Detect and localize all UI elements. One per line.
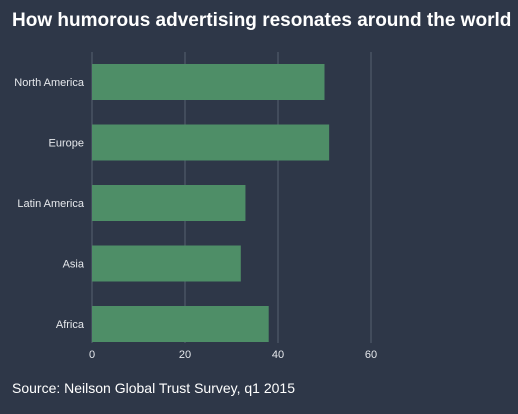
category-labels: North America Europe Latin America Asia Afri… <box>14 77 85 331</box>
x-tick-label: 20 <box>179 349 191 361</box>
category-label: Latin America <box>17 198 85 210</box>
bar-latin-america <box>92 185 246 221</box>
category-label: Africa <box>56 319 85 331</box>
bar-north-america <box>92 64 325 100</box>
x-tick-label: 40 <box>272 349 284 361</box>
category-label: Asia <box>63 259 85 271</box>
x-tick-label: 60 <box>365 349 377 361</box>
bar-asia <box>92 245 241 282</box>
bar-africa <box>92 306 269 342</box>
chart-title: How humorous advertising resonates aroun… <box>12 10 512 31</box>
category-label: North America <box>14 77 85 89</box>
x-axis-ticks: 0 20 40 60 <box>89 349 377 361</box>
category-label: Europe <box>49 138 84 150</box>
bar-europe <box>92 124 330 161</box>
bars <box>92 64 330 342</box>
x-tick-label: 0 <box>89 349 95 361</box>
source-note: Source: Neilson Global Trust Survey, q1 … <box>12 380 296 396</box>
